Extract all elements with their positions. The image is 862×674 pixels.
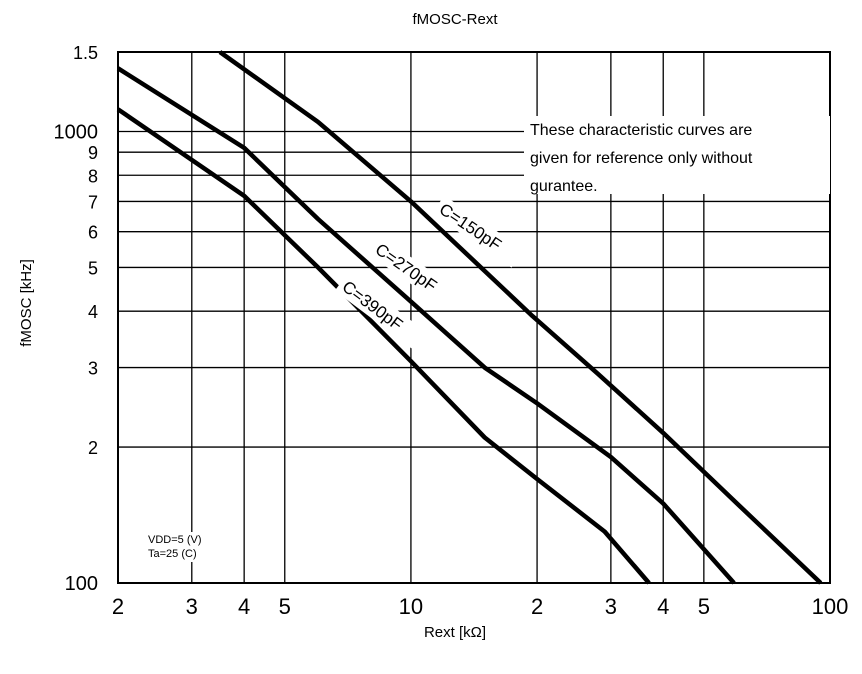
x-axis-title: Rext [kΩ] — [424, 624, 486, 641]
y-tick-label: 2 — [88, 438, 98, 458]
series-line-3 — [116, 107, 651, 585]
curve-label-150-text: C=150pF — [436, 200, 505, 255]
series-line-2 — [116, 66, 736, 585]
y-tick-label: 3 — [88, 359, 98, 379]
y-tick-label: 7 — [88, 192, 98, 212]
x-tick-label: 5 — [279, 594, 291, 619]
curve-label-270: C=270pF — [367, 235, 460, 309]
y-tick-label: 1.5 — [73, 43, 98, 63]
x-tick-label: 4 — [238, 594, 250, 619]
y-tick-label: 9 — [88, 143, 98, 163]
x-tick-label: 3 — [186, 594, 198, 619]
x-tick-label: 2 — [112, 594, 124, 619]
note-line-2: given for reference only without — [530, 150, 753, 167]
y-tick-label: 100 — [65, 573, 98, 595]
series-group — [116, 50, 823, 585]
chart-title: fMOSC-Rext — [412, 11, 498, 28]
note-line-1: These characteristic curves are — [530, 122, 752, 139]
x-tick-label: 100 — [812, 594, 849, 619]
y-tick-label: 5 — [88, 258, 98, 278]
y-tick-label: 8 — [88, 166, 98, 186]
series-line-1 — [218, 50, 823, 585]
note-background — [524, 116, 830, 194]
plot-frame — [117, 51, 831, 584]
y-tick-label: 6 — [88, 223, 98, 243]
x-tick-labels: 2 3 4 5 10 2 3 4 5 100 — [112, 594, 848, 619]
y-axis-title: fMOSC [kHz] — [18, 259, 35, 347]
x-tick-label: 2 — [531, 594, 543, 619]
conditions-background — [146, 532, 236, 562]
note-line-3: gurantee. — [530, 178, 598, 195]
x-tick-label: 3 — [605, 594, 617, 619]
x-tick-label: 5 — [698, 594, 710, 619]
conditions-ta: Ta=25 (C) — [148, 548, 197, 560]
y-tick-label: 4 — [88, 302, 98, 322]
x-tick-label: 10 — [399, 594, 423, 619]
y-tick-label: 1000 — [54, 122, 99, 144]
x-tick-label: 4 — [657, 594, 669, 619]
conditions-vdd: VDD=5 (V) — [148, 534, 202, 546]
